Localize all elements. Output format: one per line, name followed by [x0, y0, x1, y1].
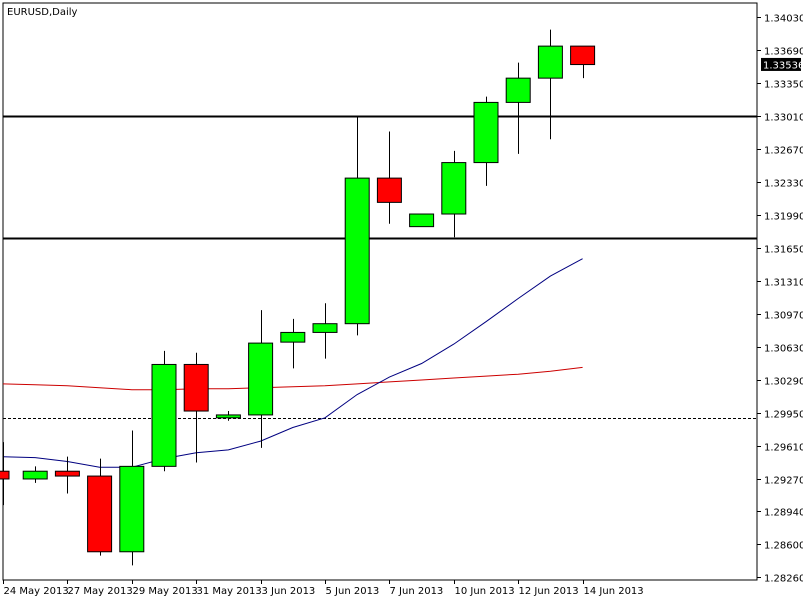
- x-tick-label: 5 Jun 2013: [326, 586, 380, 597]
- candle: [183, 352, 209, 463]
- candle-body: [119, 465, 145, 553]
- x-tick-label: 12 Jun 2013: [519, 586, 579, 597]
- candle-body: [344, 177, 370, 325]
- candle-body: [54, 470, 80, 477]
- y-tick-label: 1.28600: [764, 541, 803, 552]
- current-price-tag: [761, 57, 801, 71]
- y-tick-label: 1.30290: [764, 377, 803, 388]
- candle: [505, 62, 531, 154]
- candle: [119, 430, 145, 566]
- candle-body: [376, 177, 402, 203]
- candle-body: [570, 45, 596, 66]
- y-tick-label: 1.33350: [764, 80, 803, 91]
- x-tick-label: 10 Jun 2013: [455, 586, 515, 597]
- candle-body: [312, 323, 338, 333]
- fast-moving-average-line: [2, 258, 583, 468]
- candle-body: [409, 213, 435, 228]
- candle: [473, 96, 499, 186]
- y-tick-label: 1.28940: [764, 508, 803, 519]
- candle-body: [441, 162, 467, 215]
- x-tick-label: 31 May 2013: [197, 586, 262, 597]
- candle-body: [22, 470, 48, 480]
- y-tick-label: 1.31310: [764, 278, 803, 289]
- candle: [54, 456, 80, 494]
- x-tick-label: 7 Jun 2013: [390, 586, 444, 597]
- candle-body: [215, 414, 241, 419]
- candle: [312, 303, 338, 359]
- candle: [441, 150, 467, 238]
- y-tick-label: 1.30630: [764, 344, 803, 355]
- plot-frame: [2, 2, 758, 581]
- candle-body: [537, 45, 563, 79]
- y-tick-label: 1.33010: [764, 113, 803, 124]
- y-tick-label: 1.29950: [764, 410, 803, 421]
- candle-body: [183, 363, 209, 412]
- y-tick-label: 1.29270: [764, 476, 803, 487]
- candle: [87, 458, 113, 556]
- y-tick-label: 1.33690: [764, 47, 803, 58]
- candle-body: [0, 470, 10, 480]
- candle-body: [473, 101, 499, 164]
- candle: [151, 350, 177, 472]
- x-tick-label: 27 May 2013: [68, 586, 133, 597]
- candle-body: [87, 475, 113, 553]
- candle-body: [280, 331, 306, 343]
- candle-body: [248, 342, 274, 416]
- chart-title: EURUSD,Daily: [7, 7, 78, 18]
- candle: [280, 318, 306, 369]
- x-tick-label: 29 May 2013: [133, 586, 198, 597]
- candle: [22, 466, 48, 483]
- y-tick-label: 1.32670: [764, 146, 803, 157]
- candle: [537, 29, 563, 140]
- x-tick-label: 3 Jun 2013: [262, 586, 316, 597]
- current-price-label: 1.33536: [763, 60, 803, 71]
- candle: [0, 442, 10, 506]
- candle: [570, 45, 596, 79]
- candle-body: [151, 363, 177, 467]
- y-tick-label: 1.34030: [764, 14, 803, 25]
- candle: [248, 310, 274, 448]
- candle: [215, 411, 241, 421]
- candle-body: [505, 77, 531, 103]
- candle: [409, 213, 435, 228]
- x-tick-label: 14 Jun 2013: [584, 586, 644, 597]
- y-tick-label: 1.31990: [764, 212, 803, 223]
- y-tick-label: 1.28260: [764, 574, 803, 585]
- x-tick-label: 24 May 2013: [4, 586, 69, 597]
- y-tick-label: 1.30970: [764, 311, 803, 322]
- candle: [344, 115, 370, 336]
- y-tick-label: 1.31650: [764, 245, 803, 256]
- y-tick-label: 1.32330: [764, 179, 803, 190]
- candle: [376, 131, 402, 224]
- slow-moving-average-line: [2, 366, 583, 391]
- y-tick-label: 1.29610: [764, 443, 803, 454]
